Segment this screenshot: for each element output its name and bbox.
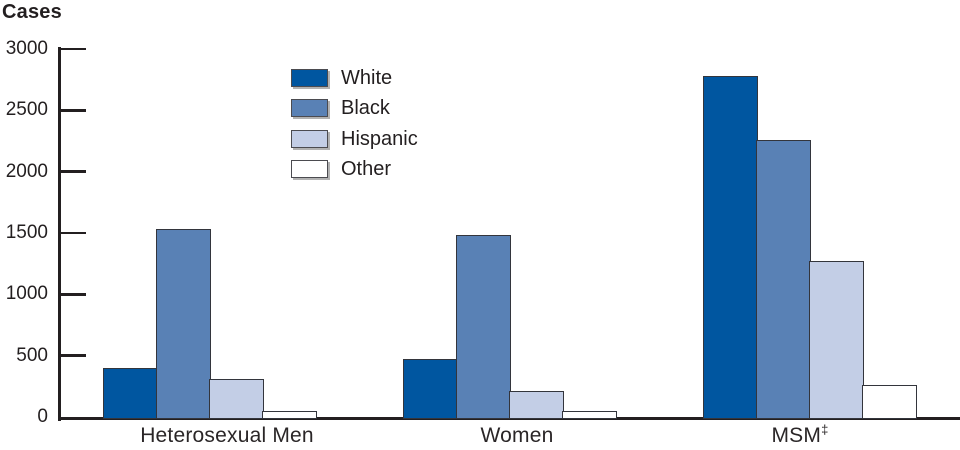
category-footnote-marker: ‡ xyxy=(821,422,829,437)
legend-swatch-black xyxy=(291,99,328,118)
y-tick-label: 1500 xyxy=(5,222,48,243)
y-tick xyxy=(61,47,86,51)
y-axis-line xyxy=(58,47,61,421)
y-tick xyxy=(61,231,86,235)
bar-white xyxy=(103,367,158,419)
y-tick xyxy=(61,293,86,296)
bar-white xyxy=(703,75,758,419)
category-label: Women xyxy=(367,424,667,448)
legend-swatch-other xyxy=(291,159,328,178)
y-tick-label: 3000 xyxy=(5,38,48,59)
y-tick xyxy=(61,109,86,112)
category-label: MSM‡ xyxy=(650,422,950,448)
category-label-text: MSM xyxy=(771,424,822,447)
y-tick-label: 0 xyxy=(37,406,48,427)
y-axis-title: Cases xyxy=(2,1,62,23)
bar-other xyxy=(862,385,917,419)
category-label-text: Women xyxy=(480,424,554,447)
bar-other xyxy=(562,411,617,419)
bar-white xyxy=(403,358,458,419)
y-tick-label: 2000 xyxy=(5,160,48,182)
bar-hispanic xyxy=(809,261,864,419)
legend-swatch-hispanic xyxy=(291,129,328,148)
legend-swatch-white xyxy=(291,69,328,87)
y-tick xyxy=(61,170,86,173)
bar-hispanic xyxy=(209,378,264,419)
y-tick xyxy=(61,354,86,357)
category-label-text: Heterosexual Men xyxy=(140,424,314,447)
legend-label-hispanic: Hispanic xyxy=(341,127,418,150)
bar-black xyxy=(456,235,511,419)
category-label: Heterosexual Men xyxy=(77,424,377,448)
legend-label-other: Other xyxy=(341,157,392,180)
legend-label-black: Black xyxy=(341,97,390,120)
legend-label-white: White xyxy=(341,67,393,89)
y-tick-label: 500 xyxy=(16,344,48,366)
bar-other xyxy=(262,410,317,419)
y-tick-label: 2500 xyxy=(5,99,48,121)
y-tick-label: 1000 xyxy=(5,283,48,305)
bar-black xyxy=(156,229,211,419)
bar-hispanic xyxy=(509,390,564,419)
bar-black xyxy=(756,139,811,419)
